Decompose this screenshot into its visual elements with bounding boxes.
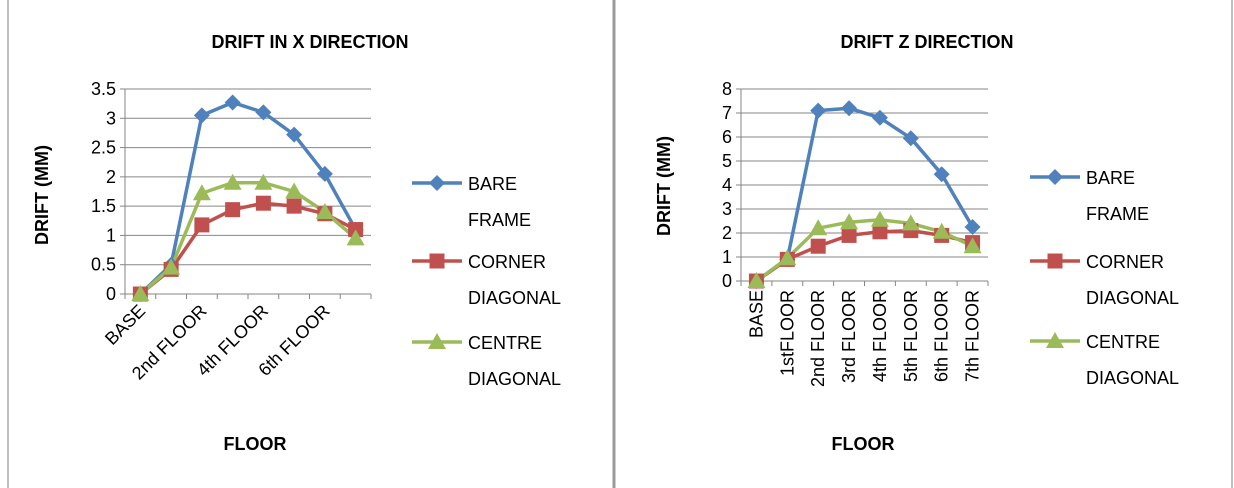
x-axis-label: FLOOR (224, 434, 287, 454)
data-point-square (194, 217, 210, 233)
y-axis-label: DRIFT (MM) (654, 136, 674, 236)
x-tick-label: 1stFLOOR (777, 290, 797, 376)
data-point-triangle (809, 219, 828, 236)
data-point-diamond (316, 165, 333, 182)
legend-swatch-diamond (429, 175, 445, 191)
y-tick-label: 1 (106, 225, 116, 245)
data-point-triangle (192, 184, 211, 201)
y-tick-label: 8 (722, 79, 732, 99)
data-point-triangle (315, 203, 334, 219)
legend-swatch-diamond (1047, 169, 1063, 185)
data-point-square (810, 238, 826, 254)
chart-drift-x: DRIFT IN X DIRECTION DRIFT (MM) FLOOR 00… (32, 32, 561, 454)
y-tick-labels: 0 0.5 1 1.5 2 2.5 3 3.5 (91, 79, 116, 304)
legend-label: DIAGONAL (1086, 368, 1179, 388)
chart-title: DRIFT Z DIRECTION (841, 32, 1014, 52)
x-tick-label: BASE (746, 290, 766, 338)
y-tick-label: 2 (106, 167, 116, 187)
data-point-triangle (840, 213, 859, 230)
legend-label: BARE (468, 174, 517, 194)
y-tick-label: 1 (722, 247, 732, 267)
data-point-triangle (747, 272, 766, 288)
legend-label: CENTRE (468, 333, 542, 353)
y-tick-label: 3 (722, 199, 732, 219)
legend-swatch-triangle (1046, 332, 1064, 348)
legend: BARE FRAME CORNER DIAGONAL CENTRE DIAGONAL (412, 174, 561, 389)
data-point-triangle (932, 222, 951, 239)
data-point-diamond (255, 104, 272, 121)
y-tick-label: 5 (722, 151, 732, 171)
legend-swatch-square (1047, 253, 1063, 269)
legend-label: CORNER (1086, 252, 1164, 272)
data-point-triangle (162, 258, 181, 275)
data-point-triangle (131, 285, 150, 301)
data-point-triangle (254, 173, 273, 190)
data-point-square (225, 202, 241, 218)
y-tick-label: 2.5 (91, 138, 116, 158)
data-point-diamond (902, 130, 919, 147)
data-point-diamond (841, 100, 858, 117)
data-point-triangle (963, 237, 982, 254)
legend-label: CORNER (468, 252, 546, 272)
y-tick-label: 3 (106, 108, 116, 128)
legend-label: DIAGONAL (468, 369, 561, 389)
x-tick-label: 7th FLOOR (963, 290, 983, 382)
y-tick-label: 0 (106, 284, 116, 304)
data-point-diamond (286, 126, 303, 143)
data-point-diamond (224, 94, 241, 111)
chart-drift-z: DRIFT Z DIRECTION DRIFT (MM) FLOOR 0 1 2 3 4… (654, 32, 1179, 454)
data-point-diamond (933, 166, 950, 183)
chart-title: DRIFT IN X DIRECTION (212, 32, 409, 52)
plot-series (131, 94, 365, 302)
legend-label: FRAME (468, 210, 531, 230)
data-point-square (286, 198, 302, 214)
y-tick-label: 3.5 (91, 79, 116, 99)
series-line-triangle (139, 180, 357, 296)
x-tick-label: BASE (101, 301, 149, 349)
y-tick-label: 7 (722, 103, 732, 123)
legend-swatch-square (429, 253, 445, 269)
data-point-triangle (870, 210, 889, 227)
y-tick-label: 4 (722, 175, 732, 195)
y-tick-label: 1.5 (91, 196, 116, 216)
x-tick-label: 4th FLOOR (870, 290, 890, 382)
y-tick-label: 0.5 (91, 255, 116, 275)
data-point-square (841, 227, 857, 243)
data-point-square (872, 224, 888, 240)
legend-label: FRAME (1086, 204, 1149, 224)
legend-label: DIAGONAL (468, 288, 561, 308)
legend-label: CENTRE (1086, 332, 1160, 352)
x-tick-label: 5th FLOOR (901, 290, 921, 382)
plot-gridlines (120, 88, 372, 299)
legend-label: BARE (1086, 168, 1135, 188)
data-point-diamond (871, 109, 888, 126)
series-line-diamond (139, 100, 358, 296)
y-axis-label: DRIFT (MM) (32, 145, 52, 245)
x-axis-label: FLOOR (832, 434, 895, 454)
data-point-triangle (223, 173, 242, 190)
y-tick-label: 6 (722, 127, 732, 147)
data-point-diamond (193, 107, 210, 124)
x-tick-label: 6th FLOOR (932, 290, 952, 382)
series-line-diamond (755, 106, 975, 283)
y-tick-label: 0 (722, 271, 732, 291)
data-point-triangle (285, 182, 304, 199)
data-point-triangle (778, 249, 797, 266)
legend-swatch-triangle (428, 333, 446, 349)
plot-series (747, 100, 982, 289)
data-point-diamond (964, 219, 981, 235)
data-point-square (255, 195, 271, 211)
y-tick-labels: 0 1 2 3 4 5 6 7 8 (722, 79, 732, 291)
legend-label: DIAGONAL (1086, 288, 1179, 308)
y-tick-label: 2 (722, 223, 732, 243)
legend: BARE FRAME CORNER DIAGONAL CENTRE DIAGONAL (1030, 168, 1179, 388)
data-point-triangle (901, 214, 920, 231)
x-tick-label: 3rd FLOOR (839, 290, 859, 383)
x-tick-label: 2nd FLOOR (808, 290, 828, 387)
data-point-triangle (346, 229, 365, 246)
data-point-diamond (810, 102, 827, 119)
x-tick-labels: BASE 1stFLOOR 2nd FLOOR 3rd FLOOR 4th FLOOR 5… (746, 290, 982, 387)
